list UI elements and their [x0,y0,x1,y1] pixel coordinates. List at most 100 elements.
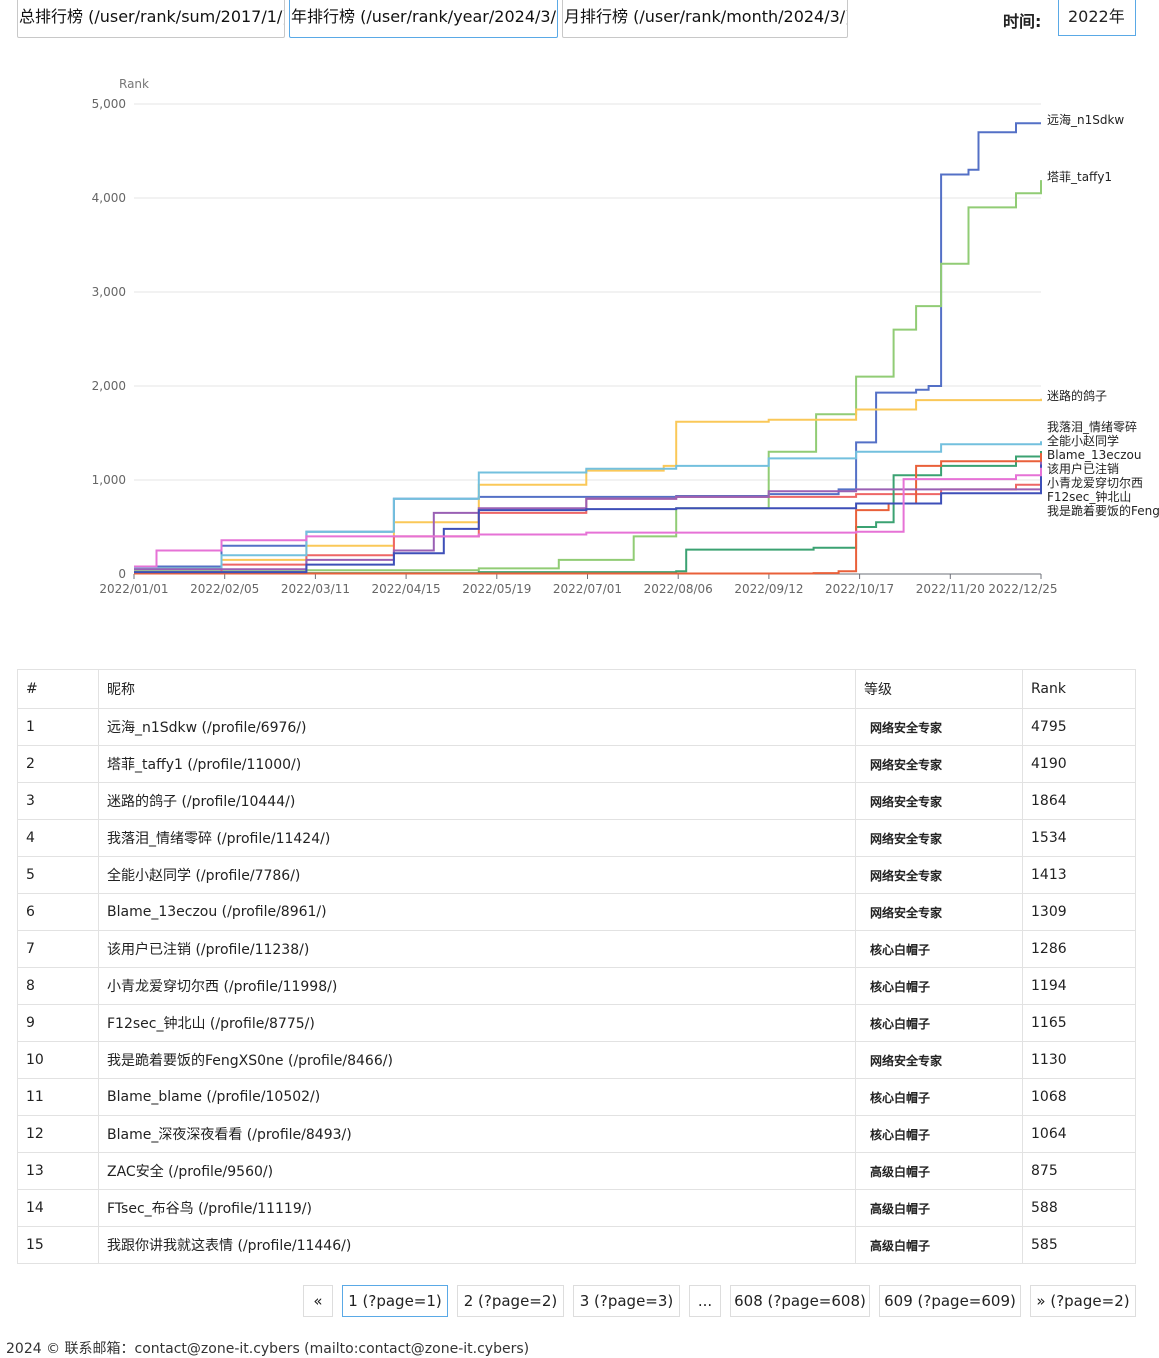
series-line [134,467,1042,568]
header-nickname: 昵称 [98,669,856,709]
table-row: 5 全能小赵同学 (/profile/7786/) 网络安全专家 1413 [17,856,1136,894]
tab-month-rank[interactable]: 月排行榜 (/user/rank/month/2024/3/) [562,0,848,38]
cell-rank: 1413 [1022,856,1136,894]
cell-rank: 1864 [1022,782,1136,820]
cell-index: 5 [17,856,99,894]
table-row: 10 我是跪着要饭的FengXS0ne (/profile/8466/) 网络安全专… [17,1041,1136,1079]
cell-nickname-link[interactable]: 我落泪_情绪零碎 (/profile/11424/) [98,819,856,857]
x-tick-label: 2022/01/01 [99,582,168,596]
x-tick-label: 2022/11/20 [916,582,985,596]
series-line [134,461,1042,571]
series-line [134,441,1042,570]
series-labels: 远海_n1Sdkw 塔菲_taffy1 迷路的鸽子我落泪_情绪零碎全能小赵同学Bla… [1047,112,1159,518]
y-tick-label: 1,000 [92,473,126,487]
cell-rank: 588 [1022,1189,1136,1227]
y-tick-label: 2,000 [92,379,126,393]
year-select[interactable]: 2022年 [1058,0,1136,36]
page-1-button[interactable]: 1 (?page=1) [342,1285,448,1317]
cell-nickname-link[interactable]: 我是跪着要饭的FengXS0ne (/profile/8466/) [98,1041,856,1079]
rank-line-chart: Rank 0 1,000 2,000 3,000 4,000 5,000 2022/01/… [92,77,1159,596]
page-next-button[interactable]: » (?page=2) [1030,1285,1136,1317]
series-end-label: 远海_n1Sdkw [1047,112,1124,127]
x-tick-label: 2022/02/05 [190,582,259,596]
cell-rank: 585 [1022,1226,1136,1264]
cell-level: 网络安全专家 [855,893,1023,931]
series-end-label: 迷路的鸽子 [1047,388,1107,403]
series-end-label: 该用户已注销 [1047,461,1119,476]
cell-nickname-link[interactable]: 该用户已注销 (/profile/11238/) [98,930,856,968]
series-end-label: 塔菲_taffy1 [1047,170,1112,184]
cell-nickname-link[interactable]: 我跟你讲我就这表情 (/profile/11446/) [98,1226,856,1264]
cell-nickname-link[interactable]: ZAC安全 (/profile/9560/) [98,1152,856,1190]
table-row: 7 该用户已注销 (/profile/11238/) 核心白帽子 1286 [17,930,1136,968]
time-label: 时间: [1003,12,1042,31]
cell-index: 2 [17,745,99,783]
cell-rank: 1130 [1022,1041,1136,1079]
x-tick-label: 2022/12/25 [988,582,1057,596]
table-row: 14 FTsec_布谷鸟 (/profile/11119/) 高级白帽子 588 [17,1189,1136,1227]
cell-rank: 1068 [1022,1078,1136,1116]
cell-index: 7 [17,930,99,968]
header-level: 等级 [855,669,1023,709]
cell-rank: 1194 [1022,967,1136,1005]
rank-table: # 昵称 等级 Rank 1 远海_n1Sdkw (/profile/6976/)… [17,669,1136,1264]
cell-level: 网络安全专家 [855,819,1023,857]
series-line [134,180,1042,573]
table-row: 9 F12sec_钟北山 (/profile/8775/) 核心白帽子 1165 [17,1004,1136,1042]
y-tick-label: 3,000 [92,285,126,299]
y-tick-label: 5,000 [92,97,126,111]
cell-index: 9 [17,1004,99,1042]
series-line [134,453,1042,575]
table-row: 2 塔菲_taffy1 (/profile/11000/) 网络安全专家 4190 [17,745,1136,783]
cell-index: 3 [17,782,99,820]
series-end-label: F12sec_钟北山 [1047,489,1131,504]
series-end-label: 我是跪着要饭的FengXS0ne [1047,503,1159,518]
cell-nickname-link[interactable]: 迷路的鸽子 (/profile/10444/) [98,782,856,820]
table-row: 8 小青龙爱穿切尔西 (/profile/11998/) 核心白帽子 1194 [17,967,1136,1005]
cell-nickname-link[interactable]: 小青龙爱穿切尔西 (/profile/11998/) [98,967,856,1005]
footer-text: 2024 © 联系邮箱：contact@zone-it.cybers (mail… [6,1341,530,1357]
tab-total-rank[interactable]: 总排行榜 (/user/rank/sum/2017/1/) [17,0,285,38]
cell-level: 高级白帽子 [855,1226,1023,1264]
y-tick-label: 0 [118,567,126,581]
cell-nickname-link[interactable]: Blame_深夜深夜看看 (/profile/8493/) [98,1115,856,1153]
table-row: 11 Blame_blame (/profile/10502/) 核心白帽子 1068 [17,1078,1136,1116]
cell-level: 核心白帽子 [855,1115,1023,1153]
cell-rank: 1286 [1022,930,1136,968]
x-tick-label: 2022/05/19 [462,582,531,596]
cell-index: 4 [17,819,99,857]
rank-table-body: 1 远海_n1Sdkw (/profile/6976/) 网络安全专家 4 7 9 5 2 塔菲… [17,708,1136,1264]
x-tick-label: 2022/07/01 [553,582,622,596]
x-tick-label: 2022/10/17 [825,582,894,596]
page-609-button[interactable]: 609 (?page=609) [879,1285,1021,1317]
series-line [134,464,1042,574]
page-2-button[interactable]: 2 (?page=2) [457,1285,564,1317]
cell-level: 高级白帽子 [855,1152,1023,1190]
cell-nickname-link[interactable]: 塔菲_taffy1 (/profile/11000/) [98,745,856,783]
y-axis-ticks: 0 1,000 2,000 3,000 4,000 5,000 [92,97,126,581]
table-row: 13 ZAC安全 (/profile/9560/) 高级白帽子 875 [17,1152,1136,1190]
cell-nickname-link[interactable]: 远海_n1Sdkw (/profile/6976/) [98,708,856,746]
cell-level: 高级白帽子 [855,1189,1023,1227]
cell-level: 网络安全专家 [855,782,1023,820]
table-row: 15 我跟你讲我就这表情 (/profile/11446/) 高级白帽子 585 [17,1226,1136,1264]
cell-rank: 1165 [1022,1004,1136,1042]
cell-nickname-link[interactable]: Blame_blame (/profile/10502/) [98,1078,856,1116]
cell-nickname-link[interactable]: F12sec_钟北山 (/profile/8775/) [98,1004,856,1042]
series-line [134,122,1041,568]
x-tick-label: 2022/08/06 [644,582,713,596]
table-header-row: # 昵称 等级 Rank [17,669,1136,709]
cell-level: 网络安全专家 [855,1041,1023,1079]
page-3-button[interactable]: 3 (?page=3) [573,1285,680,1317]
cell-nickname-link[interactable]: FTsec_布谷鸟 (/profile/11119/) [98,1189,856,1227]
table-row: 3 迷路的鸽子 (/profile/10444/) 网络安全专家 1864 [17,782,1136,820]
cell-rank: 4190 [1022,745,1136,783]
cell-index: 1 [17,708,99,746]
page-ellipsis: ... [689,1285,721,1317]
cell-nickname-link[interactable]: 全能小赵同学 (/profile/7786/) [98,856,856,894]
page-608-button[interactable]: 608 (?page=608) [730,1285,870,1317]
tab-year-rank[interactable]: 年排行榜 (/user/rank/year/2024/3/) [289,0,558,38]
page-prev-button[interactable]: « [303,1285,333,1317]
cell-nickname-link[interactable]: Blame_13eczou (/profile/8961/) [98,893,856,931]
cell-level: 网络安全专家 [855,856,1023,894]
